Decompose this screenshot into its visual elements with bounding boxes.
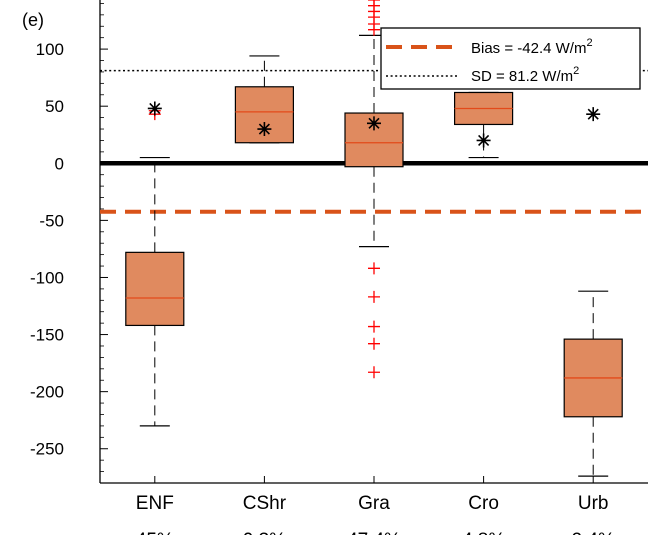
legend-sd-label: SD = 81.2 W/m2 <box>471 65 579 85</box>
legend-bias-superscript: 2 <box>586 37 592 49</box>
x-tick-label: Cro <box>468 493 499 514</box>
outlier-marker <box>368 262 380 275</box>
x-tick-label: ENF <box>136 493 174 514</box>
boxes-group <box>125 0 623 477</box>
legend-sd-superscript: 2 <box>573 65 579 77</box>
category-percent-label: 4.8% <box>462 530 505 535</box>
x-tick-label: CShr <box>243 493 287 514</box>
category-percent-label: 2.4% <box>572 530 615 535</box>
x-tick-label: Urb <box>578 493 609 514</box>
outlier-marker <box>368 290 380 303</box>
axes-group: 100 50 0 -50 -100 -150 -200 -250 ENF 45% CShr 0.3% G… <box>30 0 648 535</box>
y-tick-label: -50 <box>39 211 64 230</box>
y-tick-label: 100 <box>36 40 64 59</box>
y-tick-label: -200 <box>30 383 64 402</box>
box-cro <box>454 91 514 159</box>
outlier-marker <box>368 366 380 379</box>
box-cshr <box>234 55 294 144</box>
y-tick-label: -250 <box>30 440 64 459</box>
category-percent-label: 45% <box>136 530 174 535</box>
legend-box <box>380 27 641 90</box>
box-gra <box>344 0 404 379</box>
y-tick-label: -150 <box>30 326 64 345</box>
category-percent-label: 47.4% <box>347 530 401 535</box>
box-urb <box>563 107 623 477</box>
panel-label: (e) <box>22 10 44 30</box>
y-tick-label: 0 <box>55 154 64 173</box>
y-tick-label: -100 <box>30 268 64 287</box>
outlier-marker <box>368 337 380 350</box>
box-enf <box>125 101 185 427</box>
outlier-marker <box>368 0 380 6</box>
mean-marker <box>257 122 272 137</box>
mean-marker <box>586 107 601 122</box>
legend-group: Bias = -42.4 W/m2 SD = 81.2 W/m2 <box>380 27 641 90</box>
mean-marker <box>476 133 491 148</box>
mean-marker <box>147 101 162 116</box>
mean-marker <box>367 116 381 131</box>
outlier-marker <box>368 320 380 333</box>
box-iqr <box>125 251 185 327</box>
x-tick-label: Gra <box>358 493 390 514</box>
y-tick-label: 50 <box>45 97 64 116</box>
legend-bias-label: Bias = -42.4 W/m2 <box>471 37 593 57</box>
category-percent-label: 0.3% <box>243 530 286 535</box>
